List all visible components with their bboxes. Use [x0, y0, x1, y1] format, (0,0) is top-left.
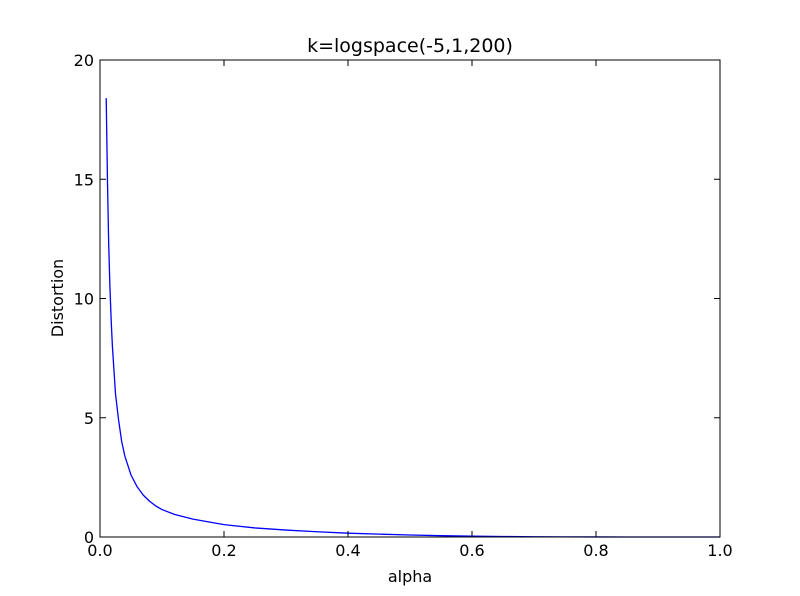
- series-line-0: [105, 98, 720, 538]
- x-axis-label: alpha: [388, 567, 432, 586]
- y-tick-label: 20: [74, 51, 94, 70]
- plot-frame: [99, 59, 721, 538]
- x-tick-label: 0.4: [335, 541, 360, 560]
- x-axis-ticks: 0.0 0.2 0.4 0.6 0.8 1.0: [87, 60, 733, 560]
- y-axis-ticks: 0 5 10 15 20: [74, 51, 720, 547]
- x-tick-label: 0.0: [87, 541, 112, 560]
- plot-area: [105, 98, 720, 538]
- x-tick-label: 0.8: [583, 541, 608, 560]
- y-tick-label: 5: [84, 409, 94, 428]
- y-tick-label: 10: [74, 290, 94, 309]
- x-tick-label: 0.2: [211, 541, 236, 560]
- x-tick-label: 0.6: [459, 541, 484, 560]
- chart-title: k=logspace(-5,1,200): [307, 35, 513, 57]
- x-tick-label: 1.0: [707, 541, 732, 560]
- y-tick-label: 15: [74, 170, 94, 189]
- y-tick-label: 0: [84, 528, 94, 547]
- y-axis-label: Distortion: [48, 259, 67, 337]
